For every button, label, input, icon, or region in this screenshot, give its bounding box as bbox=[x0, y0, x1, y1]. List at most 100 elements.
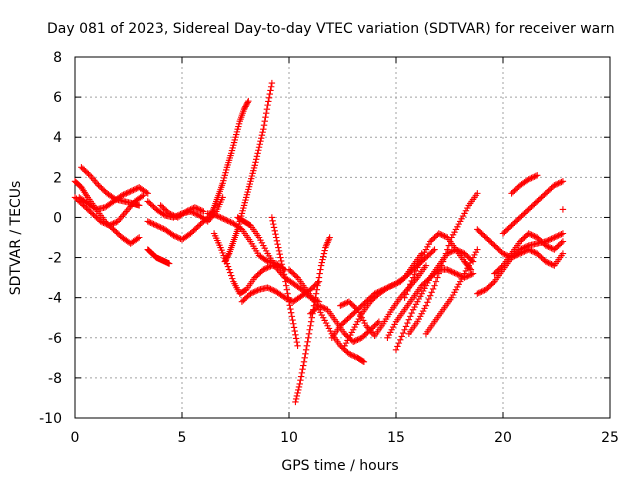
data-point bbox=[117, 214, 124, 222]
data-point bbox=[268, 286, 276, 293]
data-point bbox=[318, 303, 326, 311]
data-point bbox=[545, 259, 552, 267]
x-tick-label: 10 bbox=[280, 430, 298, 446]
data-point bbox=[292, 398, 299, 406]
data-point bbox=[264, 284, 271, 291]
data-point bbox=[187, 206, 194, 213]
data-point bbox=[170, 232, 177, 239]
data-point bbox=[435, 270, 442, 277]
data-point bbox=[138, 193, 146, 200]
data-point bbox=[445, 267, 452, 274]
data-point bbox=[265, 94, 273, 101]
data-point bbox=[259, 129, 266, 136]
data-point bbox=[321, 305, 328, 312]
data-point bbox=[457, 272, 464, 279]
data-point bbox=[298, 369, 306, 377]
data-point bbox=[549, 234, 557, 242]
data-point bbox=[360, 358, 368, 366]
data-point bbox=[258, 132, 266, 139]
data-point bbox=[193, 210, 200, 218]
data-point bbox=[270, 220, 277, 228]
data-point bbox=[256, 141, 263, 148]
data-point bbox=[529, 174, 537, 181]
data-point bbox=[295, 386, 302, 394]
y-tick-label: -6 bbox=[48, 331, 62, 347]
data-point bbox=[516, 250, 524, 257]
data-point bbox=[274, 240, 281, 248]
data-point bbox=[542, 258, 549, 265]
data-point bbox=[285, 298, 293, 305]
data-point bbox=[498, 263, 505, 271]
data-point bbox=[402, 291, 410, 298]
data-point bbox=[559, 250, 567, 257]
data-point bbox=[224, 263, 232, 270]
data-point bbox=[252, 156, 260, 163]
data-point bbox=[350, 352, 357, 360]
data-point bbox=[408, 277, 415, 285]
data-point bbox=[398, 333, 405, 340]
data-point bbox=[320, 250, 328, 257]
data-point bbox=[111, 219, 119, 226]
data-point bbox=[257, 138, 264, 145]
data-point bbox=[509, 253, 517, 261]
data-point bbox=[237, 225, 244, 232]
data-point bbox=[337, 302, 344, 309]
data-point bbox=[448, 248, 455, 255]
data-point bbox=[474, 290, 481, 297]
data-point bbox=[377, 287, 384, 295]
data-point bbox=[167, 210, 174, 218]
data-point bbox=[317, 262, 325, 269]
data-point bbox=[559, 230, 567, 237]
data-point bbox=[476, 289, 484, 296]
data-point bbox=[220, 215, 227, 222]
data-point bbox=[559, 238, 567, 245]
data-point bbox=[134, 235, 141, 242]
data-point bbox=[245, 97, 252, 105]
y-axis-label: SDTVAR / TECUs bbox=[8, 181, 24, 296]
data-point bbox=[544, 237, 551, 245]
data-point bbox=[277, 257, 285, 265]
data-point bbox=[295, 383, 303, 391]
x-tick-label: 20 bbox=[494, 430, 512, 446]
data-point bbox=[171, 232, 179, 240]
data-point bbox=[88, 173, 95, 181]
data-point bbox=[479, 287, 487, 295]
data-point bbox=[118, 213, 126, 220]
data-point bbox=[265, 98, 272, 105]
data-point bbox=[381, 285, 388, 293]
data-point bbox=[546, 236, 554, 243]
data-point bbox=[352, 337, 360, 344]
data-point bbox=[552, 181, 559, 188]
data-point bbox=[402, 323, 410, 330]
data-point bbox=[391, 281, 398, 288]
data-point bbox=[184, 207, 191, 214]
data-point bbox=[254, 150, 261, 157]
data-point bbox=[244, 99, 251, 106]
data-point bbox=[148, 220, 156, 227]
data-point bbox=[404, 287, 411, 295]
data-point bbox=[293, 338, 301, 346]
data-point bbox=[157, 224, 164, 231]
data-point bbox=[229, 275, 236, 282]
data-point bbox=[191, 210, 199, 217]
data-point bbox=[158, 224, 166, 232]
data-point bbox=[512, 252, 520, 259]
data-point bbox=[297, 377, 304, 384]
data-point bbox=[378, 287, 385, 294]
data-point bbox=[411, 271, 418, 278]
x-tick-label: 5 bbox=[178, 430, 187, 446]
data-point bbox=[261, 117, 268, 125]
data-point bbox=[273, 237, 281, 245]
data-point bbox=[501, 251, 508, 258]
data-point bbox=[275, 247, 283, 255]
data-point bbox=[345, 350, 353, 358]
data-point bbox=[338, 301, 345, 309]
data-point bbox=[281, 274, 288, 281]
data-point bbox=[554, 180, 561, 188]
data-point bbox=[255, 147, 262, 154]
data-point bbox=[252, 287, 260, 295]
data-point bbox=[271, 227, 278, 235]
data-point bbox=[85, 170, 92, 178]
data-point bbox=[110, 220, 117, 227]
data-point bbox=[287, 309, 295, 316]
